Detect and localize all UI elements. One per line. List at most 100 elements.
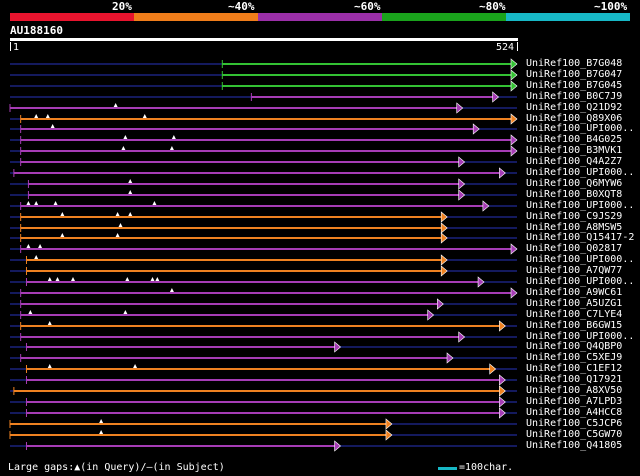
hit-row[interactable] (10, 309, 517, 321)
hit-row[interactable] (10, 145, 518, 157)
query-gap-marker-icon (150, 277, 155, 281)
hit-row[interactable] (10, 178, 517, 190)
hit-label[interactable]: UniRef100_B4G025 (526, 134, 623, 145)
hit-row[interactable] (9, 429, 517, 441)
hit-label[interactable]: UniRef100_Q17921 (526, 374, 623, 385)
query-gap-marker-icon (26, 244, 31, 248)
identity-band-100 (506, 13, 630, 21)
hit-label[interactable]: UniRef100_C5GW70 (526, 429, 623, 440)
hit-label[interactable]: UniRef100_Q41805 (526, 440, 623, 451)
hit-row[interactable] (9, 418, 517, 430)
hit-row[interactable] (10, 58, 518, 70)
hit-row[interactable] (10, 352, 517, 364)
hit-arrow-icon (440, 222, 448, 234)
query-gap-marker-icon (60, 233, 65, 237)
hit-arrow-icon (499, 167, 506, 179)
hit-label[interactable]: UniRef100_A4HCC8 (526, 407, 623, 418)
scale-bar (438, 467, 457, 470)
query-gap-marker-icon (34, 114, 39, 118)
hit-row[interactable] (10, 440, 517, 452)
query-gap-marker-icon (47, 277, 52, 281)
identity-band-20 (10, 13, 134, 21)
hit-label[interactable]: UniRef100_B7G048 (526, 58, 623, 69)
identity-band-60 (258, 13, 382, 21)
hit-row[interactable] (10, 396, 517, 408)
query-gap-marker-icon (26, 201, 31, 205)
hit-label[interactable]: UniRef100_C9JS29 (526, 211, 623, 222)
hit-row[interactable] (10, 363, 517, 375)
query-gap-marker-icon (123, 135, 128, 139)
hit-label[interactable]: UniRef100_A9WC61 (526, 287, 623, 298)
hit-row[interactable] (10, 243, 518, 255)
hit-row[interactable] (10, 320, 517, 332)
hit-label[interactable]: UniRef100_Q02817 (526, 243, 623, 254)
hit-arrow-icon (510, 80, 518, 92)
hit-label[interactable]: UniRef100_B7G045 (526, 80, 623, 91)
hit-label[interactable]: UniRef100_A5UZG1 (526, 298, 623, 309)
hit-row[interactable] (10, 232, 517, 244)
hit-label[interactable]: UniRef100_A8XV50 (526, 385, 623, 396)
hit-label[interactable]: UniRef100_A8MSW5 (526, 222, 623, 233)
query-gap-marker-icon (28, 310, 33, 314)
hit-row[interactable] (10, 167, 517, 179)
query-gap-marker-icon (125, 277, 130, 281)
hit-row[interactable] (10, 331, 517, 343)
hit-label[interactable]: UniRef100_A7QW77 (526, 265, 623, 276)
hit-label[interactable]: UniRef100_Q6MYW6 (526, 178, 623, 189)
hit-arrow-icon (437, 298, 444, 310)
hit-row[interactable] (10, 113, 518, 125)
query-gap-marker-icon (128, 190, 133, 194)
hit-row[interactable] (10, 276, 517, 288)
hit-arrow-icon (440, 211, 448, 223)
hit-arrow-icon (427, 309, 435, 321)
hit-label[interactable]: UniRef100_C7LYE4 (526, 309, 623, 320)
hit-row[interactable] (9, 102, 517, 114)
gap-legend: Large gaps:▲(in Query)/–(in Subject) (8, 462, 225, 473)
hit-row[interactable] (10, 254, 517, 266)
hit-label[interactable]: UniRef100_Q15417-2 (526, 232, 635, 243)
query-start-number: 1 (13, 42, 20, 53)
hit-row[interactable] (10, 156, 517, 168)
hit-row[interactable] (10, 374, 517, 386)
hit-row[interactable] (10, 80, 518, 92)
hit-row[interactable] (10, 341, 517, 353)
hit-label[interactable]: UniRef100_UPI000.. (526, 167, 635, 178)
hit-label[interactable]: UniRef100_UPI000.. (526, 331, 635, 342)
hit-label[interactable]: UniRef100_B0XQT8 (526, 189, 623, 200)
hit-label[interactable]: UniRef100_C5XEJ9 (526, 352, 623, 363)
hit-label[interactable]: UniRef100_A7LPD3 (526, 396, 623, 407)
hit-label[interactable]: UniRef100_C1EF12 (526, 363, 623, 374)
hit-row[interactable] (10, 222, 517, 234)
hit-row[interactable] (10, 200, 517, 212)
hit-row[interactable] (10, 287, 518, 299)
hit-row[interactable] (10, 91, 517, 103)
hit-row[interactable] (10, 407, 517, 419)
hit-row[interactable] (10, 123, 517, 135)
hit-label[interactable]: UniRef100_B7G047 (526, 69, 623, 80)
hit-row[interactable] (10, 265, 517, 277)
hit-label[interactable]: UniRef100_UPI000.. (526, 254, 635, 265)
hit-arrow-icon (458, 178, 466, 190)
hit-arrow-icon (510, 58, 518, 70)
hit-row[interactable] (10, 69, 518, 81)
hit-label[interactable]: UniRef100_Q4A2Z7 (526, 156, 623, 167)
hit-label[interactable]: UniRef100_UPI000.. (526, 123, 635, 134)
hit-row[interactable] (10, 211, 517, 223)
hit-arrow-icon (510, 134, 518, 146)
hit-label[interactable]: UniRef100_UPI000.. (526, 200, 635, 211)
hit-row[interactable] (10, 298, 517, 310)
hit-row[interactable] (10, 189, 517, 201)
query-gap-marker-icon (121, 146, 126, 150)
hit-label[interactable]: UniRef100_Q21D92 (526, 102, 623, 113)
hit-label[interactable]: UniRef100_B6GW15 (526, 320, 623, 331)
hit-label[interactable]: UniRef100_Q4QBP0 (526, 341, 623, 352)
hit-label[interactable]: UniRef100_C5JCP6 (526, 418, 623, 429)
hit-row[interactable] (10, 385, 517, 397)
hit-label[interactable]: UniRef100_B0C7J9 (526, 91, 623, 102)
hit-label[interactable]: UniRef100_Q89X06 (526, 113, 623, 124)
hit-label[interactable]: UniRef100_B3MVK1 (526, 145, 623, 156)
hit-row[interactable] (10, 134, 518, 146)
hit-label[interactable]: UniRef100_UPI000.. (526, 276, 635, 287)
hit-arrow-icon (446, 352, 454, 364)
